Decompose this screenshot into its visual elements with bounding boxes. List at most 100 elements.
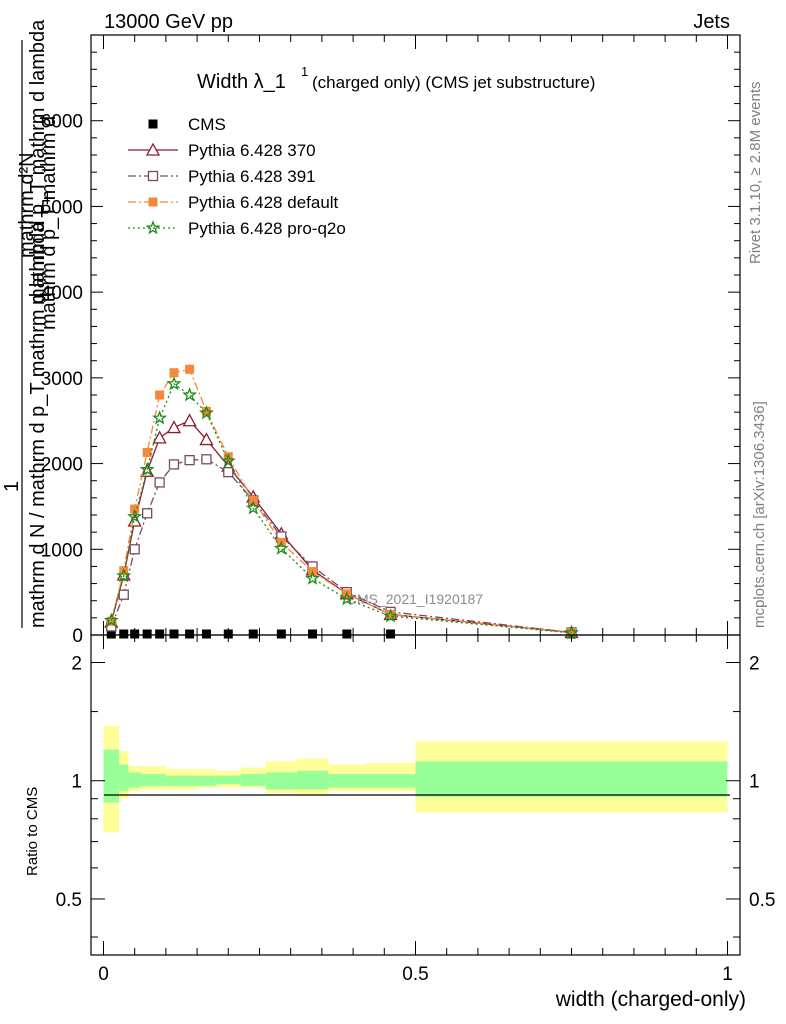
series-pythia-6-428-pro-q2o: [103, 376, 579, 640]
x-axis-label: width (charged-only): [555, 988, 746, 1011]
legend-marker: [147, 170, 159, 182]
data-point: [142, 447, 152, 457]
main-y-ticks: 0 1000 2000 3000 4000 5000 6000: [41, 51, 740, 647]
series-pythia-6-428-391: [106, 454, 577, 638]
ratio-band-inner: [165, 775, 182, 786]
ratio-y-tick-label-right: 1: [749, 772, 760, 793]
ratio-band-inner: [128, 772, 141, 788]
ratio-band-inner: [197, 775, 216, 786]
ratio-band-inner: [296, 770, 329, 790]
data-point: [276, 629, 286, 639]
data-point: [308, 629, 318, 639]
legend-label: Pythia 6.428 default: [188, 193, 339, 212]
data-point: [201, 454, 212, 465]
data-point: [139, 461, 155, 476]
data-point: [185, 629, 195, 639]
energy-label: 13000 GeV pp: [104, 11, 233, 33]
ylabel-extra: mathrm d p_T mathrm d: [38, 116, 60, 330]
ratio-band-inner: [215, 775, 241, 785]
data-point: [342, 629, 352, 639]
data-point: [142, 629, 152, 639]
data-point: [223, 466, 234, 478]
data-point: [248, 629, 258, 639]
legend-label: CMS: [188, 115, 226, 134]
ratio-band-inner: [140, 774, 166, 786]
data-point: [152, 410, 168, 425]
rivet-label: Rivet 3.1.10, ≥ 2.8M events: [747, 82, 764, 265]
series-cms: [106, 629, 577, 639]
data-point: [386, 609, 396, 619]
data-point: [223, 629, 233, 639]
ratio-y-label: Ratio to CMS: [24, 787, 41, 876]
ratio-band-inner: [181, 775, 198, 786]
main-y-tick-label: 1000: [41, 540, 83, 561]
legend-marker: [148, 119, 158, 129]
data-point: [154, 477, 165, 488]
ylabel-one: 1: [1, 481, 23, 492]
series-line: [110, 458, 572, 634]
data-point: [168, 459, 180, 470]
main-x-ticks: [102, 35, 729, 635]
data-point: [220, 453, 236, 468]
title-main: Width λ_1: [197, 71, 286, 93]
ratio-band-inner: [265, 772, 297, 790]
main-y-axis-title: mathrm d²N mathrm d p_T mathrm d lambda …: [1, 19, 60, 628]
legend-marker: [145, 142, 161, 156]
ratio-bands: [103, 725, 728, 833]
analysis-watermark: CMS_2021_I1920187: [347, 591, 483, 607]
data-point: [305, 570, 321, 585]
main-y-tick-label: 6000: [41, 112, 83, 133]
main-y-tick-label: 5000: [41, 197, 83, 218]
main-y-tick-label: 0: [72, 626, 83, 647]
data-point: [166, 376, 182, 391]
ratio-x-ticks: 0 0.5 1: [98, 635, 733, 985]
data-point: [130, 629, 140, 639]
title-sup: 1: [301, 64, 308, 79]
data-point: [201, 406, 211, 416]
legend-label: Pythia 6.428 pro-q2o: [188, 219, 346, 238]
legend-item: Pythia 6.428 pro-q2o: [128, 219, 346, 238]
data-point: [185, 364, 195, 374]
series-line: [110, 368, 572, 634]
ratio-band-inner: [365, 774, 416, 788]
legend-label: Pythia 6.428 370: [188, 141, 316, 160]
ratio-y-tick-label-right: 0.5: [749, 890, 775, 911]
data-point: [184, 454, 195, 466]
category-label: Jets: [693, 11, 730, 33]
legend-item: Pythia 6.428 370: [128, 141, 316, 160]
x-tick-label: 0: [98, 964, 109, 985]
data-point: [129, 544, 140, 555]
main-y-tick-label: 2000: [41, 455, 83, 476]
series-layer: [103, 364, 579, 640]
ratio-y-tick-label: 2: [71, 654, 82, 675]
ratio-band-inner: [415, 761, 728, 797]
legend-marker: [148, 197, 158, 207]
main-y-tick-label: 4000: [41, 283, 83, 304]
data-point: [273, 540, 289, 555]
ratio-band-inner: [103, 749, 120, 803]
legend: CMS Pythia 6.428 370 Pythia 6.428 391 Pythi…: [128, 115, 346, 238]
plot-title: Width λ_1 1 (charged only) (CMS jet subs…: [197, 64, 595, 93]
series-pythia-6-428-370: [104, 413, 579, 639]
data-point: [116, 568, 132, 583]
data-point: [169, 368, 179, 378]
ratio-y-tick-label: 1: [71, 772, 82, 793]
ratio-band-inner: [240, 774, 266, 786]
title-sub: (charged only) (CMS jet substructure): [312, 73, 595, 92]
data-point: [339, 591, 355, 606]
data-point: [201, 629, 211, 639]
legend-item: Pythia 6.428 default: [128, 193, 339, 212]
ylabel-mid: mathrm d p_T mathrm d lambda: [27, 19, 49, 305]
ratio-y-ticks: 0.5 0.5 1 1 2 2: [56, 654, 775, 938]
legend-marker: [145, 220, 161, 235]
data-point: [106, 629, 116, 639]
legend-label: Pythia 6.428 391: [188, 167, 316, 186]
data-point: [245, 500, 261, 515]
data-point: [127, 508, 143, 524]
data-point: [118, 589, 129, 600]
series-line: [110, 382, 572, 634]
ratio-y-tick-label: 0.5: [56, 890, 82, 911]
data-point: [106, 616, 116, 626]
data-point: [155, 629, 165, 639]
ratio-y-tick-label-right: 2: [749, 654, 760, 675]
